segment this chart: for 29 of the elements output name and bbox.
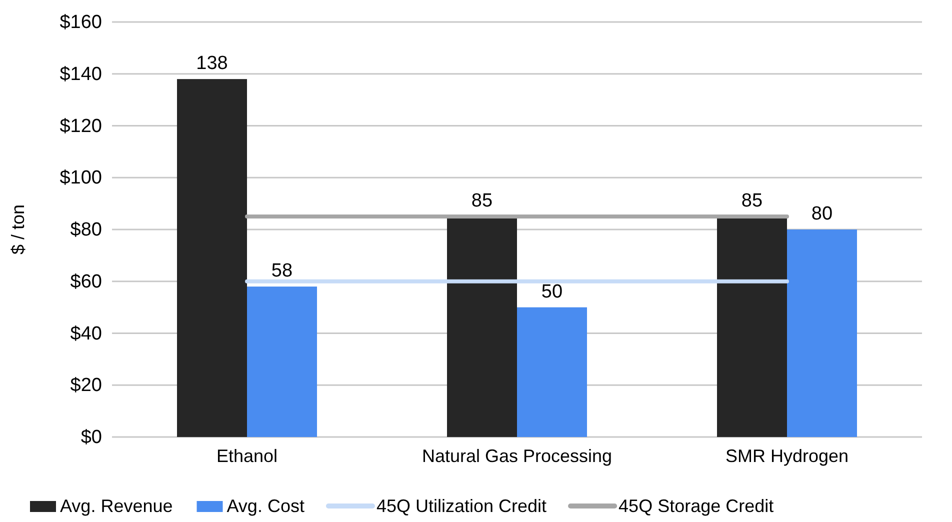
data-label: 85 [741, 190, 763, 212]
data-label: 85 [471, 190, 493, 212]
y-tick-label: $40 [70, 323, 102, 344]
x-tick-label: SMR Hydrogen [725, 446, 849, 466]
data-label: 58 [271, 260, 293, 282]
y-tick-label: $0 [80, 427, 102, 448]
y-tick-label: $140 [60, 64, 102, 85]
y-tick-label: $100 [60, 168, 102, 189]
legend-label: Avg. Cost [226, 496, 304, 516]
y-tick-label: $20 [70, 375, 102, 396]
data-label: 50 [541, 281, 563, 302]
bar [247, 286, 317, 437]
y-tick-label: $60 [70, 271, 102, 292]
bar [177, 79, 247, 437]
legend-label: 45Q Storage Credit [618, 496, 774, 516]
x-tick-label: Natural Gas Processing [422, 446, 612, 466]
legend-label: Avg. Revenue [60, 496, 173, 516]
y-tick-label: $80 [70, 220, 102, 241]
x-tick-label: Ethanol [216, 446, 278, 466]
y-tick-label: $160 [60, 12, 102, 34]
data-label: 80 [811, 204, 833, 224]
bar [717, 216, 787, 437]
bar [447, 216, 517, 437]
legend-label: 45Q Utilization Credit [376, 496, 547, 516]
y-tick-label: $120 [60, 116, 102, 137]
data-label: 138 [196, 53, 228, 74]
y-axis-title: $ / ton [8, 204, 28, 255]
bar [517, 307, 587, 437]
bar [787, 230, 857, 437]
